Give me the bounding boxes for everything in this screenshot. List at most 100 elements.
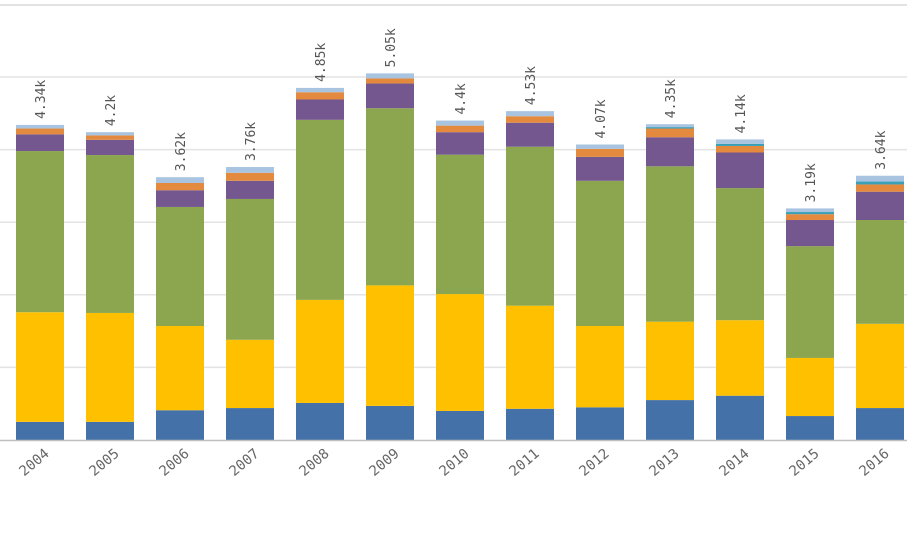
- bar-2006-series-5[interactable]: [156, 182, 204, 191]
- bar-2016-series-3[interactable]: [856, 220, 904, 324]
- bar-2010-series-1[interactable]: [436, 410, 484, 440]
- bar-2007-series-3[interactable]: [226, 198, 274, 340]
- bar-2005-series-4[interactable]: [86, 139, 134, 156]
- bar-2009-series-3[interactable]: [366, 108, 414, 286]
- bar-2016-series-2[interactable]: [856, 323, 904, 409]
- bar-2013-series-7[interactable]: [646, 124, 694, 128]
- bar-2010-series-2[interactable]: [436, 294, 484, 411]
- bar-2012-series-5[interactable]: [576, 148, 624, 157]
- bar-stack-2004[interactable]: [16, 124, 64, 440]
- bar-2007-series-1[interactable]: [226, 408, 274, 440]
- bar-stack-2008[interactable]: [296, 87, 344, 440]
- bar-2011-series-5[interactable]: [506, 116, 554, 123]
- bar-2005-series-1[interactable]: [86, 421, 134, 440]
- bar-2016-series-5[interactable]: [856, 184, 904, 192]
- bar-2014-series-6[interactable]: [716, 143, 764, 146]
- bar-2016-series-1[interactable]: [856, 408, 904, 440]
- bar-2014-series-4[interactable]: [716, 152, 764, 189]
- bar-2009-series-1[interactable]: [366, 405, 414, 440]
- bar-stack-2016[interactable]: [856, 175, 904, 440]
- bar-2005-series-3[interactable]: [86, 155, 134, 313]
- bar-2008-series-4[interactable]: [296, 99, 344, 120]
- bar-stack-2013[interactable]: [646, 124, 694, 440]
- x-tick-2013: 2013: [646, 446, 682, 480]
- bar-2004-series-5[interactable]: [16, 128, 64, 135]
- bar-stack-2009[interactable]: [366, 73, 414, 440]
- bar-2006-series-1[interactable]: [156, 410, 204, 440]
- bar-2011-series-7[interactable]: [506, 111, 554, 117]
- bar-2014-series-2[interactable]: [716, 320, 764, 396]
- bar-2008-series-3[interactable]: [296, 119, 344, 300]
- bar-2012-series-1[interactable]: [576, 407, 624, 440]
- bar-2005-series-2[interactable]: [86, 312, 134, 422]
- bar-2006-series-7[interactable]: [156, 177, 204, 183]
- bar-2015-series-7[interactable]: [786, 208, 834, 213]
- bar-2006-series-2[interactable]: [156, 326, 204, 411]
- bar-2004-series-4[interactable]: [16, 134, 64, 152]
- bar-2014-series-1[interactable]: [716, 395, 764, 440]
- bar-2011-series-1[interactable]: [506, 408, 554, 440]
- bar-stack-2014[interactable]: [716, 139, 764, 440]
- bar-2015-series-6[interactable]: [786, 212, 834, 215]
- bar-2006-series-4[interactable]: [156, 190, 204, 207]
- bar-2008-series-2[interactable]: [296, 299, 344, 403]
- bar-2008-series-5[interactable]: [296, 92, 344, 100]
- bar-2010-series-3[interactable]: [436, 154, 484, 295]
- bar-2013-series-6[interactable]: [646, 127, 694, 129]
- x-tick-2005: 2005: [86, 446, 122, 480]
- bar-2014-series-5[interactable]: [716, 145, 764, 153]
- bar-2013-series-3[interactable]: [646, 166, 694, 322]
- bar-2011-series-4[interactable]: [506, 122, 554, 147]
- total-label-2009: 5.05k: [384, 28, 399, 67]
- bar-2013-series-4[interactable]: [646, 137, 694, 167]
- bar-2014-series-7[interactable]: [716, 139, 764, 144]
- bar-2005-series-5[interactable]: [86, 135, 134, 140]
- bar-2015-series-1[interactable]: [786, 416, 834, 440]
- bar-2011-series-3[interactable]: [506, 146, 554, 306]
- bar-2015-series-3[interactable]: [786, 246, 834, 358]
- bar-2004-series-3[interactable]: [16, 151, 64, 313]
- bar-2004-series-7[interactable]: [16, 124, 64, 129]
- bar-2009-series-5[interactable]: [366, 78, 414, 84]
- bar-stack-2012[interactable]: [576, 144, 624, 440]
- bar-2009-series-7[interactable]: [366, 73, 414, 79]
- bar-2007-series-7[interactable]: [226, 167, 274, 173]
- bar-2008-series-1[interactable]: [296, 402, 344, 440]
- bar-2007-series-4[interactable]: [226, 180, 274, 199]
- bar-2012-series-2[interactable]: [576, 326, 624, 408]
- bar-stack-2010[interactable]: [436, 120, 484, 440]
- bar-2007-series-5[interactable]: [226, 172, 274, 181]
- bar-2009-series-2[interactable]: [366, 285, 414, 406]
- bar-2009-series-4[interactable]: [366, 83, 414, 109]
- bar-2013-series-1[interactable]: [646, 400, 694, 440]
- bar-2008-series-7[interactable]: [296, 87, 344, 93]
- bar-2012-series-7[interactable]: [576, 144, 624, 149]
- bar-2011-series-2[interactable]: [506, 305, 554, 409]
- bar-2014-series-3[interactable]: [716, 188, 764, 321]
- bar-2012-series-3[interactable]: [576, 180, 624, 327]
- x-tick-2015: 2015: [786, 446, 822, 480]
- bar-2015-series-5[interactable]: [786, 214, 834, 221]
- bar-2015-series-2[interactable]: [786, 357, 834, 417]
- bar-2012-series-4[interactable]: [576, 156, 624, 181]
- bar-stack-2011[interactable]: [506, 111, 554, 440]
- bar-stack-2005[interactable]: [86, 132, 134, 440]
- bar-2007-series-2[interactable]: [226, 339, 274, 409]
- bar-2013-series-5[interactable]: [646, 128, 694, 138]
- total-label-2004: 4.34k: [34, 80, 49, 119]
- bar-2016-series-6[interactable]: [856, 181, 904, 185]
- bar-2015-series-4[interactable]: [786, 220, 834, 247]
- bar-2013-series-2[interactable]: [646, 321, 694, 401]
- bar-2016-series-7[interactable]: [856, 175, 904, 182]
- bar-stack-2015[interactable]: [786, 208, 834, 440]
- bar-2010-series-4[interactable]: [436, 132, 484, 155]
- bar-stack-2007[interactable]: [226, 167, 274, 440]
- bar-stack-2006[interactable]: [156, 177, 204, 440]
- bar-2016-series-4[interactable]: [856, 191, 904, 221]
- bar-2010-series-5[interactable]: [436, 125, 484, 133]
- bar-2004-series-1[interactable]: [16, 421, 64, 440]
- bar-2006-series-3[interactable]: [156, 206, 204, 327]
- bar-2004-series-2[interactable]: [16, 312, 64, 422]
- bar-2010-series-7[interactable]: [436, 120, 484, 126]
- bar-2005-series-7[interactable]: [86, 132, 134, 136]
